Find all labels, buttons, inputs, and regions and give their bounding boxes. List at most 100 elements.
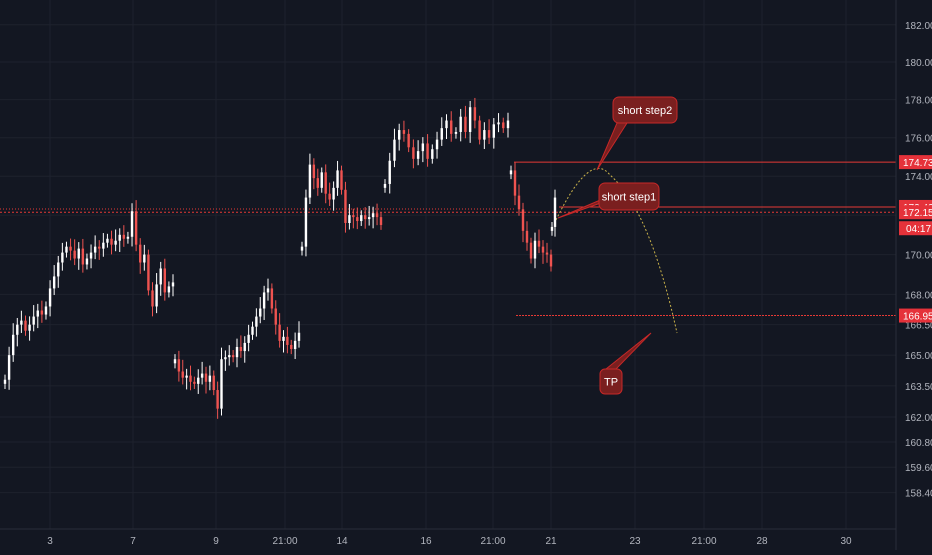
candle-body — [316, 178, 319, 188]
callout-pointer — [604, 332, 652, 370]
callout-label: short step2 — [618, 105, 672, 117]
candle-body — [426, 143, 429, 159]
candle-body — [293, 340, 297, 350]
time-tick-label: 3 — [47, 536, 53, 547]
candle-body — [48, 288, 52, 307]
candle-body — [204, 373, 208, 382]
candle-body — [336, 170, 339, 188]
candle-body — [541, 246, 545, 253]
candle-body — [181, 371, 184, 378]
candle-body — [371, 213, 375, 218]
projection-curve — [555, 168, 678, 334]
candle-body — [262, 292, 266, 309]
candle-body — [308, 164, 312, 198]
candle-body — [73, 250, 76, 259]
candle-body — [553, 197, 557, 227]
candle-body — [379, 217, 383, 225]
candle-body — [402, 130, 406, 134]
projection-path — [555, 168, 678, 334]
candle-body — [102, 242, 105, 249]
candle-body — [533, 240, 537, 259]
candle-body — [235, 346, 239, 358]
candle-body — [197, 377, 200, 384]
time-axis[interactable]: 3 7 9 21:00 14 16 21:00 21 23 21:00 28 30 — [0, 528, 896, 547]
candle-body — [110, 238, 113, 245]
candle-body — [24, 320, 27, 331]
candle-body — [445, 120, 448, 129]
price-axis[interactable]: 182.00180.00178.00176.00174.00172.00170.… — [895, 0, 932, 550]
candle-body — [282, 336, 285, 341]
level-price-badge — [899, 308, 932, 323]
candle-body — [364, 215, 367, 220]
callout-box — [612, 96, 678, 124]
candle-body — [212, 375, 215, 391]
price-tick-label: 159.60 — [905, 463, 932, 474]
candle-body — [139, 244, 142, 263]
candle-body — [497, 122, 500, 125]
candle-body — [163, 268, 167, 293]
candle-body — [239, 346, 243, 352]
candle-body — [134, 211, 138, 245]
candle-body — [435, 139, 439, 150]
candle-body — [151, 290, 154, 307]
candle-body — [200, 373, 204, 378]
candle-body — [216, 390, 219, 409]
candle-body — [521, 209, 525, 231]
price-tick-label: 180.00 — [905, 58, 932, 69]
candle-body — [251, 326, 254, 335]
candle-body — [147, 254, 150, 291]
price-tick-label: 174.00 — [905, 172, 932, 183]
price-tick-label: 176.00 — [905, 134, 932, 145]
candle-body — [208, 375, 212, 382]
time-tick-label: 21:00 — [691, 536, 716, 547]
candle-body — [224, 357, 227, 360]
candle-body — [193, 381, 196, 384]
time-tick-label: 21 — [545, 536, 557, 547]
time-tick-label: 30 — [840, 536, 852, 547]
price-tick-label: 160.80 — [905, 438, 932, 449]
time-tick-label: 16 — [420, 536, 432, 547]
candle-body — [431, 149, 434, 159]
time-tick-label: 28 — [756, 536, 768, 547]
time-tick-label: 14 — [336, 536, 348, 547]
candle-body — [483, 130, 486, 140]
candle-body — [416, 151, 420, 159]
candle-body — [304, 197, 308, 247]
price-tick-label: 165.00 — [905, 351, 932, 362]
time-tick-label: 23 — [629, 536, 641, 547]
candle-body — [167, 286, 171, 293]
candle-body — [459, 116, 462, 132]
candle-body — [270, 288, 274, 309]
candle-body — [290, 344, 293, 350]
candle-body — [348, 215, 351, 224]
candle-body — [328, 193, 331, 200]
candle-body — [550, 226, 554, 231]
candle-body — [487, 130, 491, 138]
time-tick-label: 21:00 — [272, 536, 297, 547]
countdown-badge — [899, 221, 932, 236]
candle-body — [332, 187, 335, 200]
level-price-badge — [899, 155, 932, 170]
candle-body — [228, 355, 231, 358]
candle-body — [478, 120, 481, 140]
price-tick-label: 158.40 — [905, 489, 932, 500]
candle-body — [36, 310, 39, 317]
candle-body — [286, 336, 289, 345]
candle-body — [247, 334, 250, 343]
candle-body — [360, 215, 363, 222]
candle-body — [16, 324, 19, 335]
price-tick-label: 166.50 — [905, 321, 932, 332]
callout-label: short step1 — [602, 192, 656, 204]
candle-body — [407, 133, 410, 148]
candle-body — [356, 217, 359, 222]
candle-body — [40, 310, 44, 315]
price-tick-label: 182.00 — [905, 21, 932, 32]
candle-body — [324, 172, 327, 194]
candle-body — [388, 160, 391, 184]
candle-body — [397, 130, 401, 140]
callout-box — [599, 368, 623, 395]
price-tick-label: 170.00 — [905, 251, 932, 262]
candle-body — [412, 147, 415, 159]
